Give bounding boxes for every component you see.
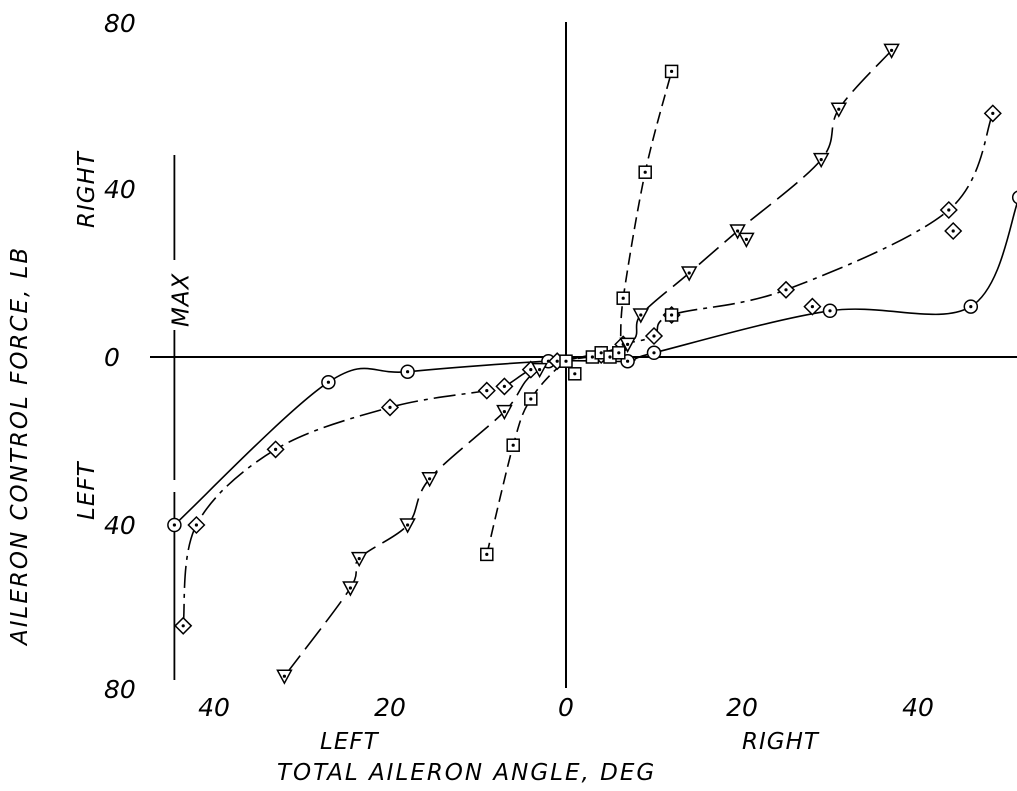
circle-point-dot [626,359,630,363]
triangle-point-dot [736,229,740,233]
x-tick-label: 20 [374,693,406,722]
y-tick-label: 40 [104,175,136,204]
triangle-point-dot [357,557,361,561]
circle-point-dot [969,305,973,309]
triangle-point-dot [687,271,691,275]
y-tick-label: 0 [104,343,120,372]
triangle-point-dot [837,107,841,111]
y-tick-label: 80 [104,675,136,704]
triangle-point-dot [282,674,286,678]
diamond-point-dot [555,359,559,363]
diamond-point-dot [388,405,392,409]
square-point-dot [617,351,621,355]
diamond-point-dot [529,368,533,372]
x-right-label: RIGHT [742,729,820,755]
diamond-point-dot [485,389,489,393]
triangle-point-dot [428,477,432,481]
diamond-point-dot [784,288,788,292]
series-line-square [486,71,673,555]
square-point-dot [573,372,577,376]
circle-point-dot [406,370,410,374]
diamond-point-dot [181,624,185,628]
diamond-point-dot [194,523,198,527]
triangle-point-dot [538,368,542,372]
x-left-label: LEFT [320,729,380,755]
points-group [167,43,1017,685]
x-tick-label: 40 [902,693,934,722]
triangle-point-dot [890,48,894,53]
square-point-dot [608,355,612,359]
triangle-point-dot [626,342,630,346]
square-point-dot [529,397,533,401]
y-right-label: RIGHT [74,150,100,228]
y-axis-title: AILERON CONTROL FORCE, LB [7,246,33,647]
circle-point [1011,190,1017,205]
diamond-point-dot [274,447,278,451]
square-point-dot [564,359,568,363]
x-tick-label: 40 [198,693,230,722]
triangle-point-dot [502,410,506,414]
circle-point-dot [828,309,832,313]
diamond-point-dot [947,208,951,212]
square-point-dot [599,351,603,355]
triangle-point-dot [348,586,352,590]
diamond-point-dot [502,384,506,388]
circle-point-dot [326,380,330,384]
square-point-dot [485,552,489,557]
diamond-point-dot [810,305,815,309]
y-tick-label: 40 [104,511,136,540]
triangle-point-dot [744,237,749,241]
circle-point-dot [172,523,176,527]
square-point-dot [643,170,647,174]
square-point-dot [590,355,595,359]
x-tick-label: 0 [558,693,574,722]
square-point-dot [511,443,515,447]
x-tick-label: 20 [726,693,758,722]
triangle-point-dot [819,158,823,162]
diamond-point-dot [652,334,656,338]
y-left-label: LEFT [74,460,100,520]
square-point-dot [670,69,674,73]
axes-group [150,22,1017,688]
triangle-point-dot [639,313,643,317]
triangle-point-dot [406,523,410,527]
y-tick-label: 80 [104,9,136,38]
diamond-point-dot [951,229,955,233]
diamond-point-dot [991,111,995,115]
labels-group: MAXMAX402002040804004080 [104,9,934,722]
series-line-diamond [182,113,994,626]
circle-point-dot [652,351,656,355]
max-label-left: MAX [168,272,194,327]
square-point-dot [621,296,625,300]
square-point-dot [670,313,674,317]
x-axis-title: TOTAL AILERON ANGLE, DEG [277,760,656,786]
